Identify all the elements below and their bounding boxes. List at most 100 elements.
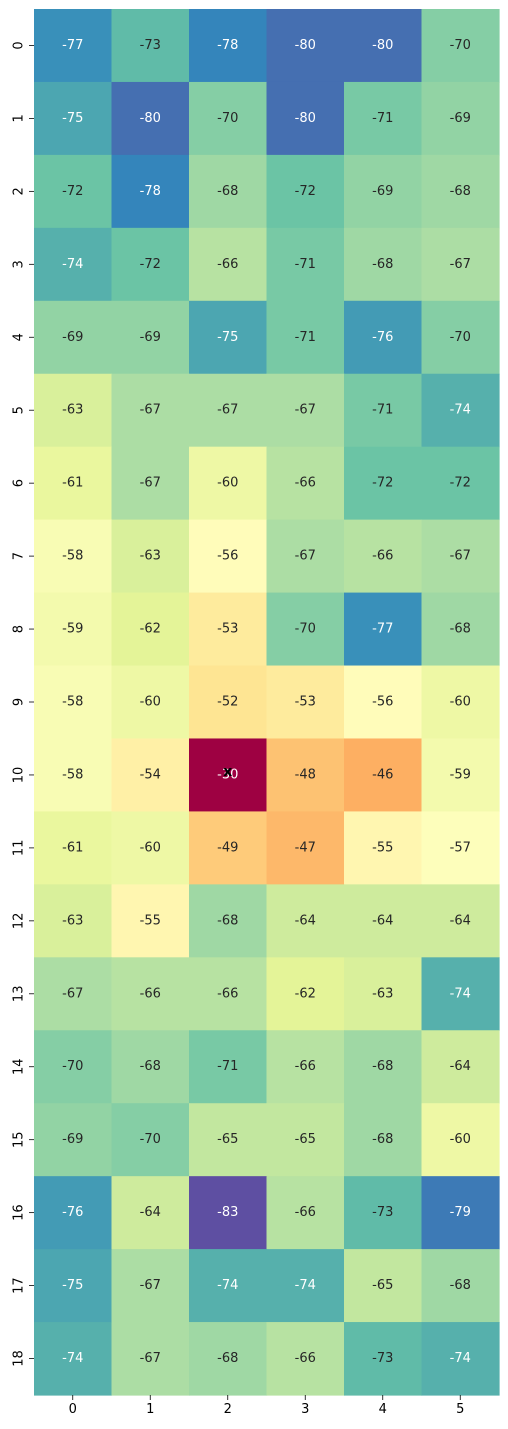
heatmap-cell-r5-c5 — [421, 373, 500, 448]
y-tick-label-17: 17 — [12, 1277, 27, 1294]
cell-value-label-r8-c1: -62 — [140, 622, 161, 637]
heatmap-cell-r17-c4 — [344, 1249, 423, 1323]
cell-value-label-r3-c2: -66 — [217, 257, 238, 272]
cell-value-label-r3-c4: -68 — [372, 257, 393, 272]
x-tick-label-4: 4 — [379, 1402, 387, 1417]
heatmap-cell-r17-c3 — [266, 1249, 345, 1323]
heatmap-cell-r11-c1 — [111, 811, 190, 885]
cell-value-label-r2-c0: -72 — [62, 184, 83, 199]
heatmap-cell-r6-c3 — [266, 446, 345, 521]
cell-value-label-r7-c1: -63 — [140, 549, 161, 564]
heatmap-cell-r12-c1 — [111, 884, 190, 958]
cell-value-label-r1-c3: -80 — [295, 111, 316, 126]
heatmap-cell-r5-c4 — [344, 373, 423, 448]
heatmap-cell-r3-c5 — [421, 227, 500, 302]
cell-value-label-r14-c5: -64 — [450, 1059, 471, 1074]
cell-value-label-r6-c4: -72 — [372, 476, 393, 491]
cell-value-label-r10-c1: -54 — [140, 767, 161, 782]
heatmap-cell-r11-c5 — [421, 811, 500, 885]
heatmap-cell-r4-c5 — [421, 300, 500, 375]
cell-value-label-r17-c3: -74 — [295, 1278, 316, 1293]
heatmap-cell-r3-c3 — [266, 227, 345, 302]
cell-value-label-r2-c4: -69 — [372, 184, 393, 199]
cell-value-label-r1-c5: -69 — [450, 111, 471, 126]
heatmap-cell-r4-c1 — [111, 300, 190, 375]
cell-value-label-r10-c2: -30 — [217, 767, 238, 782]
heatmap-cell-r8-c3 — [266, 592, 345, 667]
heatmap-cell-r8-c2 — [189, 592, 268, 667]
heatmap-cell-r9-c0 — [34, 665, 113, 740]
cell-value-label-r10-c5: -59 — [450, 767, 471, 782]
cell-value-label-r5-c0: -63 — [62, 403, 83, 418]
heatmap-cell-r1-c2 — [189, 81, 268, 156]
cell-value-label-r4-c0: -69 — [62, 330, 83, 345]
heatmap-cell-r8-c1 — [111, 592, 190, 667]
heatmap-cell-r2-c4 — [344, 154, 423, 229]
heatmap-cell-r12-c5 — [421, 884, 500, 958]
cell-value-label-r7-c3: -67 — [295, 549, 316, 564]
heatmap-cell-r10-c1 — [111, 738, 190, 813]
heatmap-cell-r15-c3 — [266, 1103, 345, 1177]
cell-value-label-r11-c5: -57 — [450, 840, 471, 855]
heatmap-cell-r13-c2 — [189, 957, 268, 1031]
heatmap-cell-r7-c3 — [266, 519, 345, 594]
heatmap-cell-r2-c1 — [111, 154, 190, 229]
heatmap-cell-r3-c1 — [111, 227, 190, 302]
cell-value-label-r6-c1: -67 — [140, 476, 161, 491]
heatmap-cell-r7-c1 — [111, 519, 190, 594]
cell-value-label-r17-c4: -65 — [372, 1278, 393, 1293]
cell-value-label-r18-c1: -67 — [140, 1351, 161, 1366]
heatmap-cell-r6-c4 — [344, 446, 423, 521]
heatmap-cell-r0-c1 — [111, 9, 190, 83]
y-tick-label-1: 1 — [12, 114, 27, 122]
cell-value-label-r6-c2: -60 — [217, 476, 238, 491]
heatmap-cell-r13-c5 — [421, 957, 500, 1031]
heatmap-cell-r10-c5 — [421, 738, 500, 813]
y-tick-label-10: 10 — [12, 767, 27, 784]
cell-value-label-r9-c5: -60 — [450, 695, 471, 710]
cell-value-label-r18-c2: -68 — [217, 1351, 238, 1366]
cell-value-label-r16-c5: -79 — [450, 1205, 471, 1220]
heatmap-cell-r2-c3 — [266, 154, 345, 229]
heatmap-cell-r1-c0 — [34, 81, 113, 156]
heatmap-cell-r14-c0 — [34, 1030, 113, 1104]
heatmap-cells — [34, 9, 500, 1396]
cell-value-label-r17-c0: -75 — [62, 1278, 83, 1293]
y-tick-label-8: 8 — [12, 625, 27, 633]
y-tick-label-11: 11 — [12, 840, 27, 857]
heatmap-cell-r3-c4 — [344, 227, 423, 302]
cell-value-label-r12-c3: -64 — [295, 913, 316, 928]
y-tick-label-5: 5 — [12, 406, 27, 414]
cell-value-label-r8-c4: -77 — [372, 622, 393, 637]
y-tick-label-4: 4 — [12, 333, 27, 341]
cell-value-label-r9-c0: -58 — [62, 695, 83, 710]
heatmap-cell-r18-c2 — [189, 1322, 268, 1396]
cell-value-label-r3-c1: -72 — [140, 257, 161, 272]
cell-value-label-r4-c1: -69 — [140, 330, 161, 345]
cell-value-label-r17-c1: -67 — [140, 1278, 161, 1293]
cell-value-label-r11-c1: -60 — [140, 840, 161, 855]
cell-value-label-r15-c1: -70 — [140, 1132, 161, 1147]
position-marker: x — [223, 764, 232, 780]
cell-value-label-r5-c3: -67 — [295, 403, 316, 418]
cell-value-label-r0-c5: -70 — [450, 38, 471, 53]
cell-value-label-r7-c4: -66 — [372, 549, 393, 564]
heatmap-cell-r16-c5 — [421, 1176, 500, 1250]
heatmap-cell-r16-c2 — [189, 1176, 268, 1250]
cell-value-label-r5-c5: -74 — [450, 403, 471, 418]
heatmap-cell-r10-c4 — [344, 738, 423, 813]
cell-value-label-r9-c1: -60 — [140, 695, 161, 710]
cell-value-label-r18-c0: -74 — [62, 1351, 83, 1366]
cell-value-label-r14-c0: -70 — [62, 1059, 83, 1074]
heatmap-cell-r16-c4 — [344, 1176, 423, 1250]
cell-value-label-r11-c0: -61 — [62, 840, 83, 855]
heatmap-cell-r14-c5 — [421, 1030, 500, 1104]
y-tick-label-9: 9 — [12, 698, 27, 706]
heatmap-cell-r14-c3 — [266, 1030, 345, 1104]
heatmap-cell-r4-c2 — [189, 300, 268, 375]
cell-value-label-r7-c2: -56 — [217, 549, 238, 564]
cell-value-label-r12-c2: -68 — [217, 913, 238, 928]
heatmap-cell-r17-c2 — [189, 1249, 268, 1323]
heatmap-cell-r7-c0 — [34, 519, 113, 594]
